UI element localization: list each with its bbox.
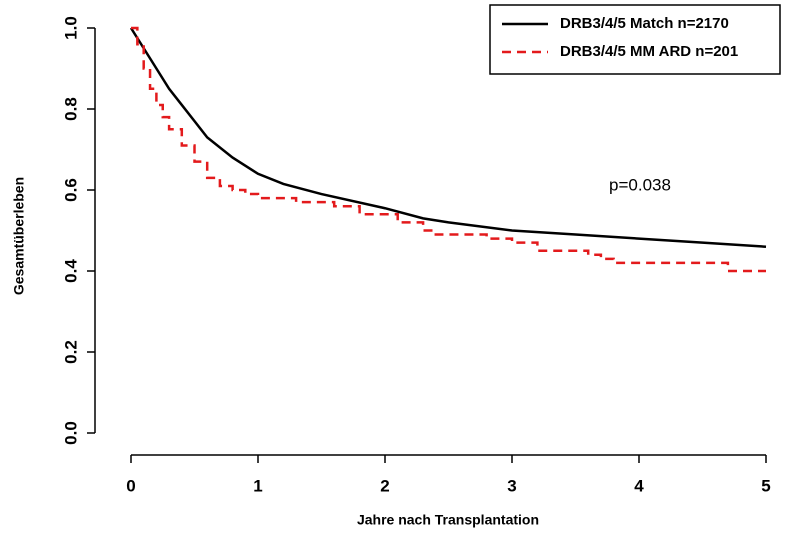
x-tick-label: 4 [634,476,644,495]
legend-label: DRB3/4/5 MM ARD n=201 [560,43,738,60]
x-tick-label: 5 [761,476,770,495]
y-tick-label: 0.4 [61,259,80,283]
x-tick-label: 0 [126,476,135,495]
legend-label: DRB3/4/5 Match n=2170 [560,15,729,32]
legend-box [489,4,781,75]
x-tick-label: 2 [380,476,389,495]
y-axis-label: Gesamtüberleben [11,177,27,295]
y-tick-label: 0.2 [61,340,80,364]
annotation: p=0.038 [609,175,671,194]
x-axis-label: Jahre nach Transplantation [357,512,539,528]
y-tick-label: 0.6 [61,178,80,202]
series-line [129,27,767,248]
y-tick-label: 1.0 [61,16,80,40]
series-line [131,26,766,273]
y-tick-label: 0.8 [61,97,80,121]
x-tick-label: 3 [507,476,516,495]
x-tick-label: 1 [253,476,262,495]
y-tick-label: 0.0 [61,421,80,445]
